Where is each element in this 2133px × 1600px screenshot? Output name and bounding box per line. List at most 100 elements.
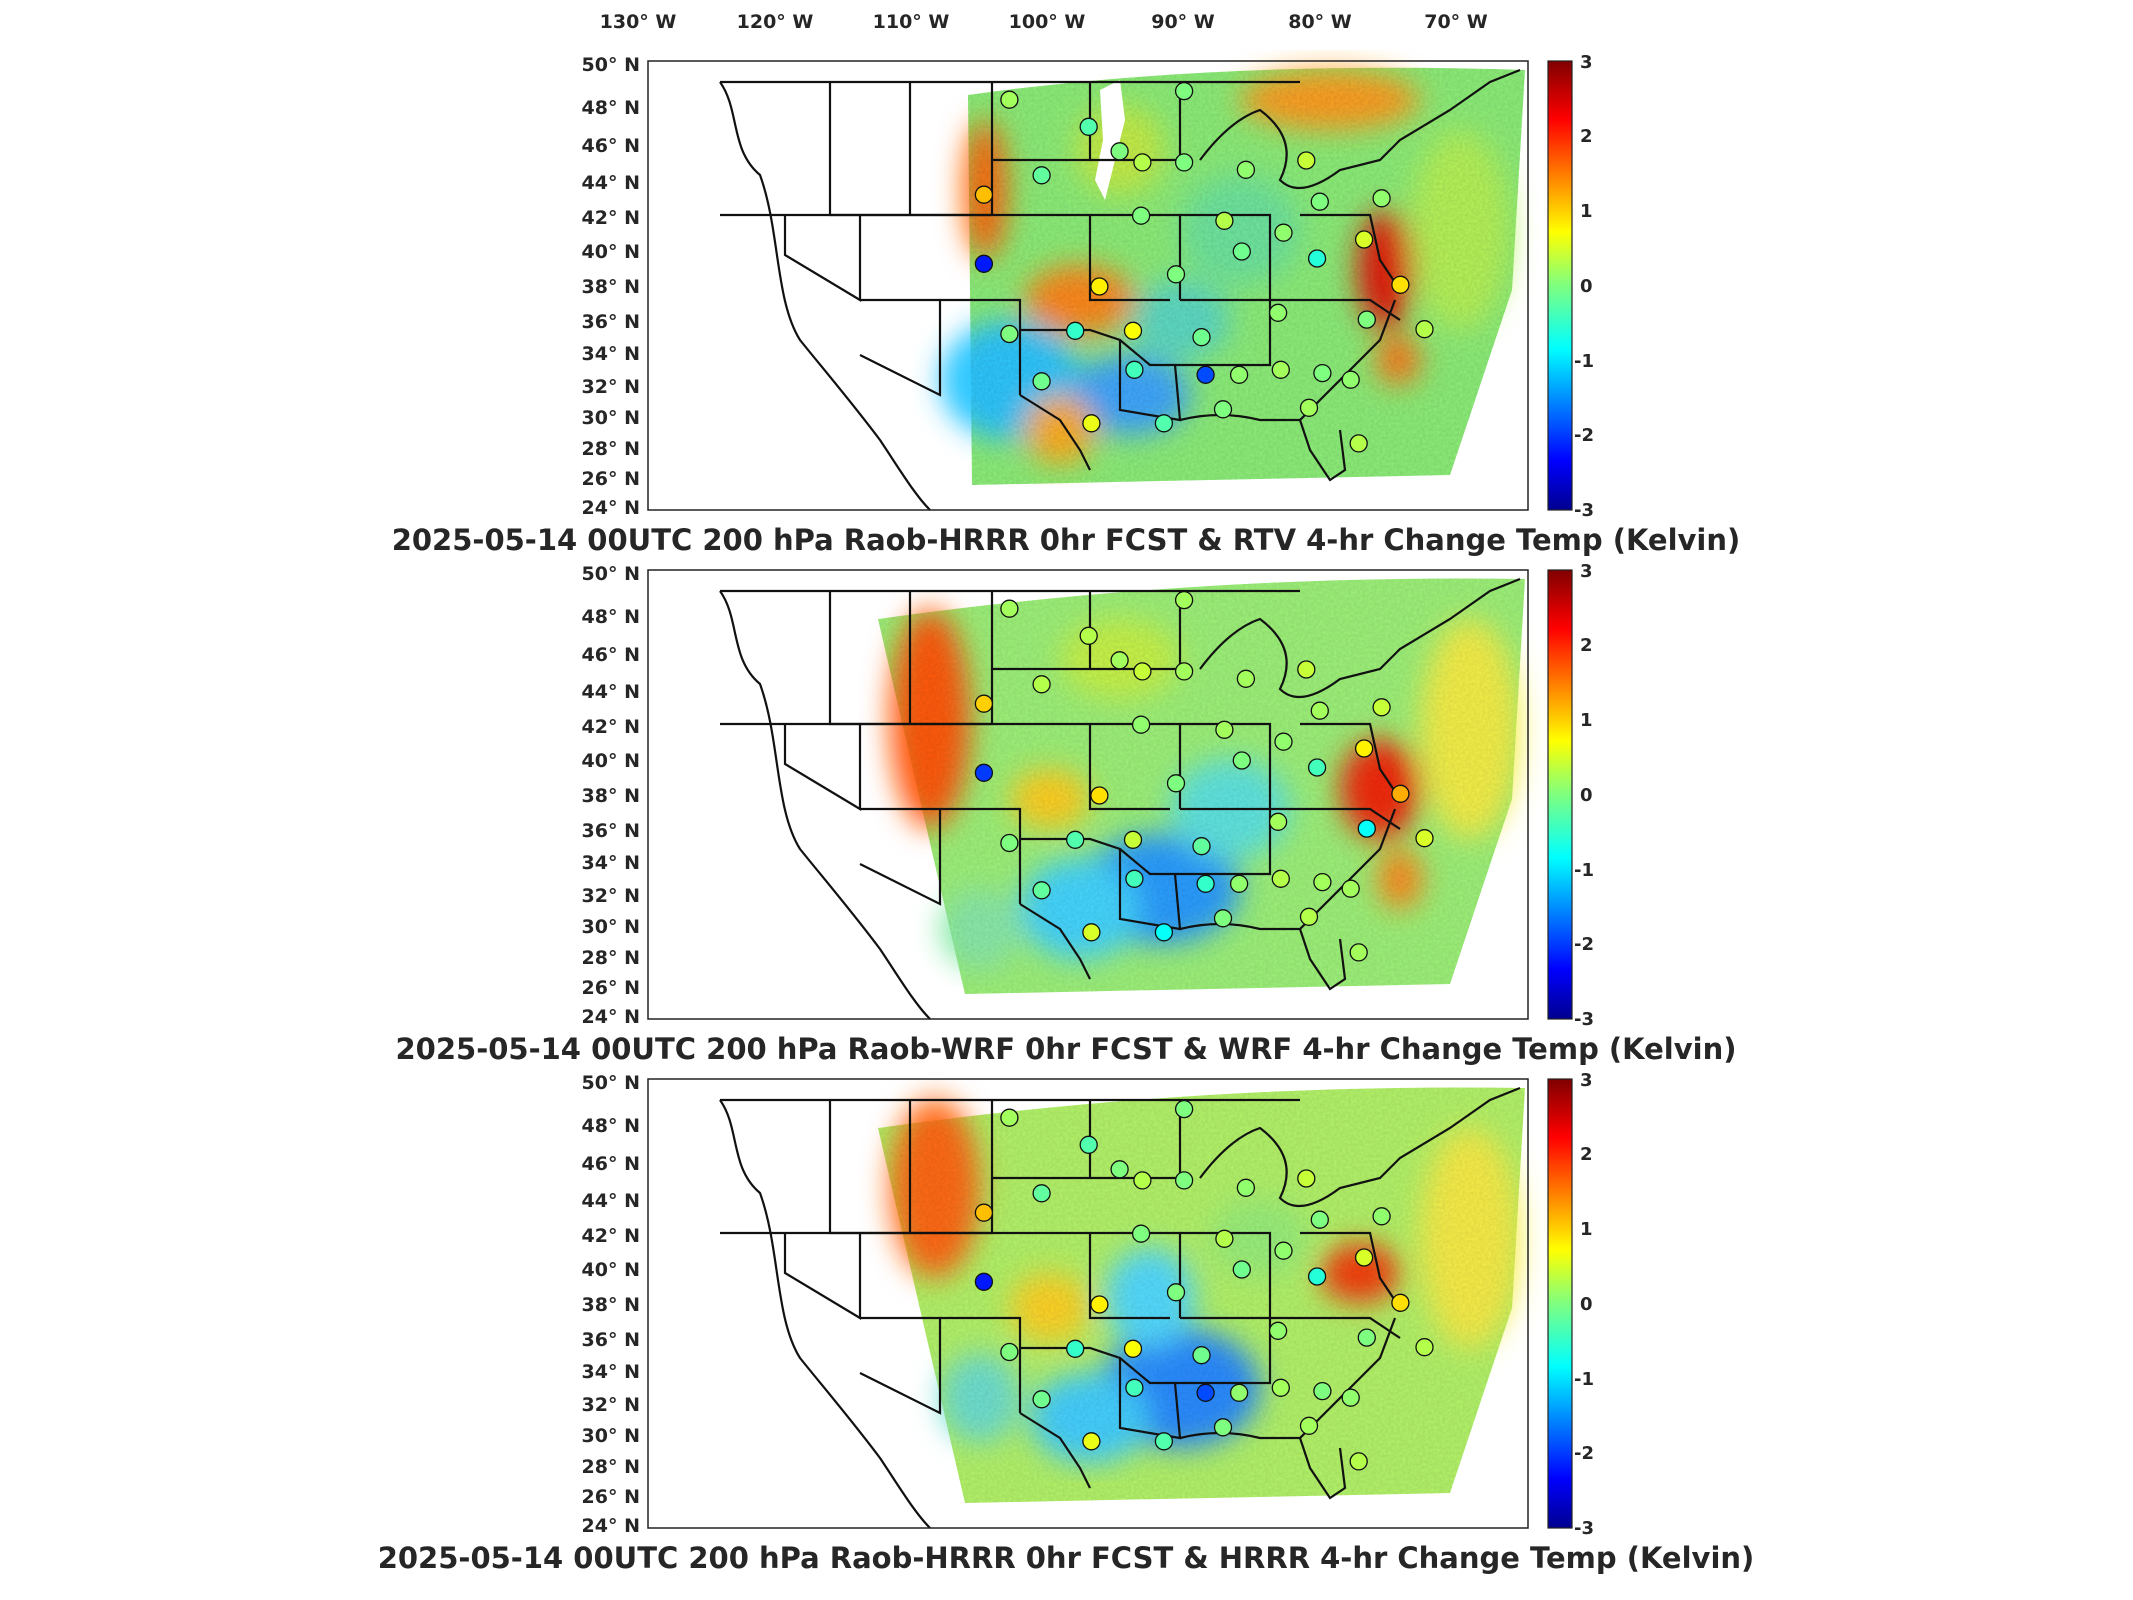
lat-label-34n: 34° N	[582, 1361, 640, 1383]
lat-label-48n: 48° N	[582, 97, 640, 119]
raob-station-marker	[1415, 829, 1434, 848]
colorbar-tick-1: 1	[1580, 710, 1593, 731]
lat-label-44n: 44° N	[582, 1190, 640, 1212]
colorbar-tick-neg1: -1	[1574, 1369, 1594, 1390]
raob-station-marker	[1133, 1171, 1152, 1190]
lat-label-40n: 40° N	[582, 241, 640, 263]
coastlines-and-borders	[719, 68, 1521, 511]
raob-station-marker	[1349, 943, 1368, 962]
raob-station-marker	[1125, 869, 1144, 888]
raob-station-marker	[1274, 732, 1293, 751]
colorbar-tick-1: 1	[1580, 1219, 1593, 1240]
lon-label-90w: 90° W	[1151, 11, 1215, 33]
latitude-axis: 50° N 48° N 46° N 44° N 42° N 40° N 38° …	[582, 54, 640, 519]
lat-label-34n: 34° N	[582, 343, 640, 365]
lat-label-24n: 24° N	[582, 497, 640, 519]
longitude-axis: 130° W 120° W 110° W 100° W 90° W 80° W …	[600, 11, 1488, 33]
map-frame	[647, 569, 1529, 1020]
colorbar-tick-2: 2	[1580, 126, 1593, 147]
map-panel-rtv: 50° N 48° N 46° N 44° N 42° N 40° N 38° …	[392, 52, 1741, 557]
raob-station-marker	[1299, 398, 1319, 417]
raob-station-marker	[1213, 909, 1233, 928]
raob-station-marker	[1196, 365, 1215, 384]
raob-station-marker	[1357, 819, 1376, 838]
lat-label-42n: 42° N	[582, 716, 640, 738]
raob-station-marker	[1274, 1241, 1293, 1260]
lat-label-26n: 26° N	[582, 468, 640, 490]
raob-station-marker	[1213, 400, 1233, 419]
map-panel-hrrr: 50° N 48° N 46° N 44° N 42° N 40° N 38° …	[378, 1070, 1755, 1575]
lat-label-36n: 36° N	[582, 1329, 640, 1351]
raob-station-marker	[1354, 1248, 1374, 1267]
raob-station-marker	[1313, 872, 1332, 892]
raob-station-marker	[1032, 1390, 1051, 1409]
raob-station-marker	[1341, 370, 1360, 389]
lat-label-28n: 28° N	[582, 438, 640, 460]
raob-station-marker	[1066, 321, 1085, 340]
raob-station-marker	[1032, 881, 1051, 900]
raob-station-marker	[1032, 166, 1051, 185]
lat-label-34n: 34° N	[582, 852, 640, 874]
raob-station-marker	[1125, 360, 1144, 379]
lat-label-30n: 30° N	[582, 407, 640, 429]
raob-station-marker	[1236, 669, 1256, 688]
colorbar-tick-neg1: -1	[1574, 351, 1594, 372]
raob-stations	[974, 81, 1434, 453]
lat-label-28n: 28° N	[582, 947, 640, 969]
raob-station-marker	[1357, 1328, 1376, 1347]
raob-station-marker	[1236, 1178, 1256, 1197]
colorbar-tick-neg3: -3	[1574, 500, 1594, 521]
raob-station-marker	[1000, 599, 1019, 618]
raob-station-marker	[1166, 774, 1186, 793]
raob-station-marker	[1154, 923, 1174, 942]
raob-station-marker	[1082, 923, 1101, 942]
lat-label-24n: 24° N	[582, 1006, 640, 1028]
panel-title: 2025-05-14 00UTC 200 hPa Raob-HRRR 0hr F…	[392, 523, 1741, 557]
raob-station-marker	[1229, 1383, 1249, 1402]
colorbar-gradient	[1547, 569, 1573, 1020]
raob-station-marker	[1090, 277, 1109, 296]
lat-label-44n: 44° N	[582, 681, 640, 703]
raob-station-marker	[1307, 1267, 1327, 1286]
raob-station-marker	[1166, 1283, 1186, 1302]
raob-station-marker	[1133, 153, 1152, 172]
raob-station-marker	[1192, 328, 1211, 347]
lat-label-48n: 48° N	[582, 606, 640, 628]
raob-station-marker	[1391, 275, 1410, 294]
lat-label-50n: 50° N	[582, 563, 640, 585]
raob-station-marker	[1196, 874, 1215, 893]
temperature-change-field	[940, 67, 1525, 486]
lat-label-32n: 32° N	[582, 885, 640, 907]
raob-station-marker	[1174, 81, 1194, 101]
raob-station-marker	[1349, 1452, 1368, 1471]
lon-label-80w: 80° W	[1288, 11, 1352, 33]
raob-station-marker	[1131, 715, 1151, 734]
raob-station-marker	[1415, 320, 1434, 339]
raob-station-marker	[1079, 1135, 1098, 1154]
raob-station-marker	[1079, 117, 1098, 136]
raob-station-marker	[1133, 662, 1152, 681]
raob-station-marker	[1299, 1416, 1319, 1435]
colorbar-tick-0: 0	[1580, 1294, 1593, 1315]
raob-station-marker	[1066, 830, 1085, 849]
temperature-change-field	[878, 1087, 1525, 1503]
raob-station-marker	[1236, 160, 1256, 179]
lat-label-40n: 40° N	[582, 1259, 640, 1281]
raob-station-marker	[1131, 206, 1151, 225]
lat-label-50n: 50° N	[582, 54, 640, 76]
colorbar-gradient	[1547, 1078, 1573, 1529]
lat-label-36n: 36° N	[582, 820, 640, 842]
lat-label-38n: 38° N	[582, 276, 640, 298]
raob-stations	[974, 590, 1434, 962]
raob-station-marker	[1215, 211, 1234, 230]
raob-station-marker	[1232, 751, 1251, 770]
raob-station-marker	[1090, 1295, 1109, 1314]
colorbar: 3 2 1 0 -1 -2 -3	[1547, 52, 1594, 521]
raob-station-marker	[1307, 249, 1327, 268]
colorbar-tick-neg3: -3	[1574, 1518, 1594, 1539]
lat-label-32n: 32° N	[582, 376, 640, 398]
raob-station-marker	[1372, 189, 1391, 208]
lat-label-42n: 42° N	[582, 207, 640, 229]
colorbar-tick-0: 0	[1580, 276, 1593, 297]
lat-label-36n: 36° N	[582, 311, 640, 333]
